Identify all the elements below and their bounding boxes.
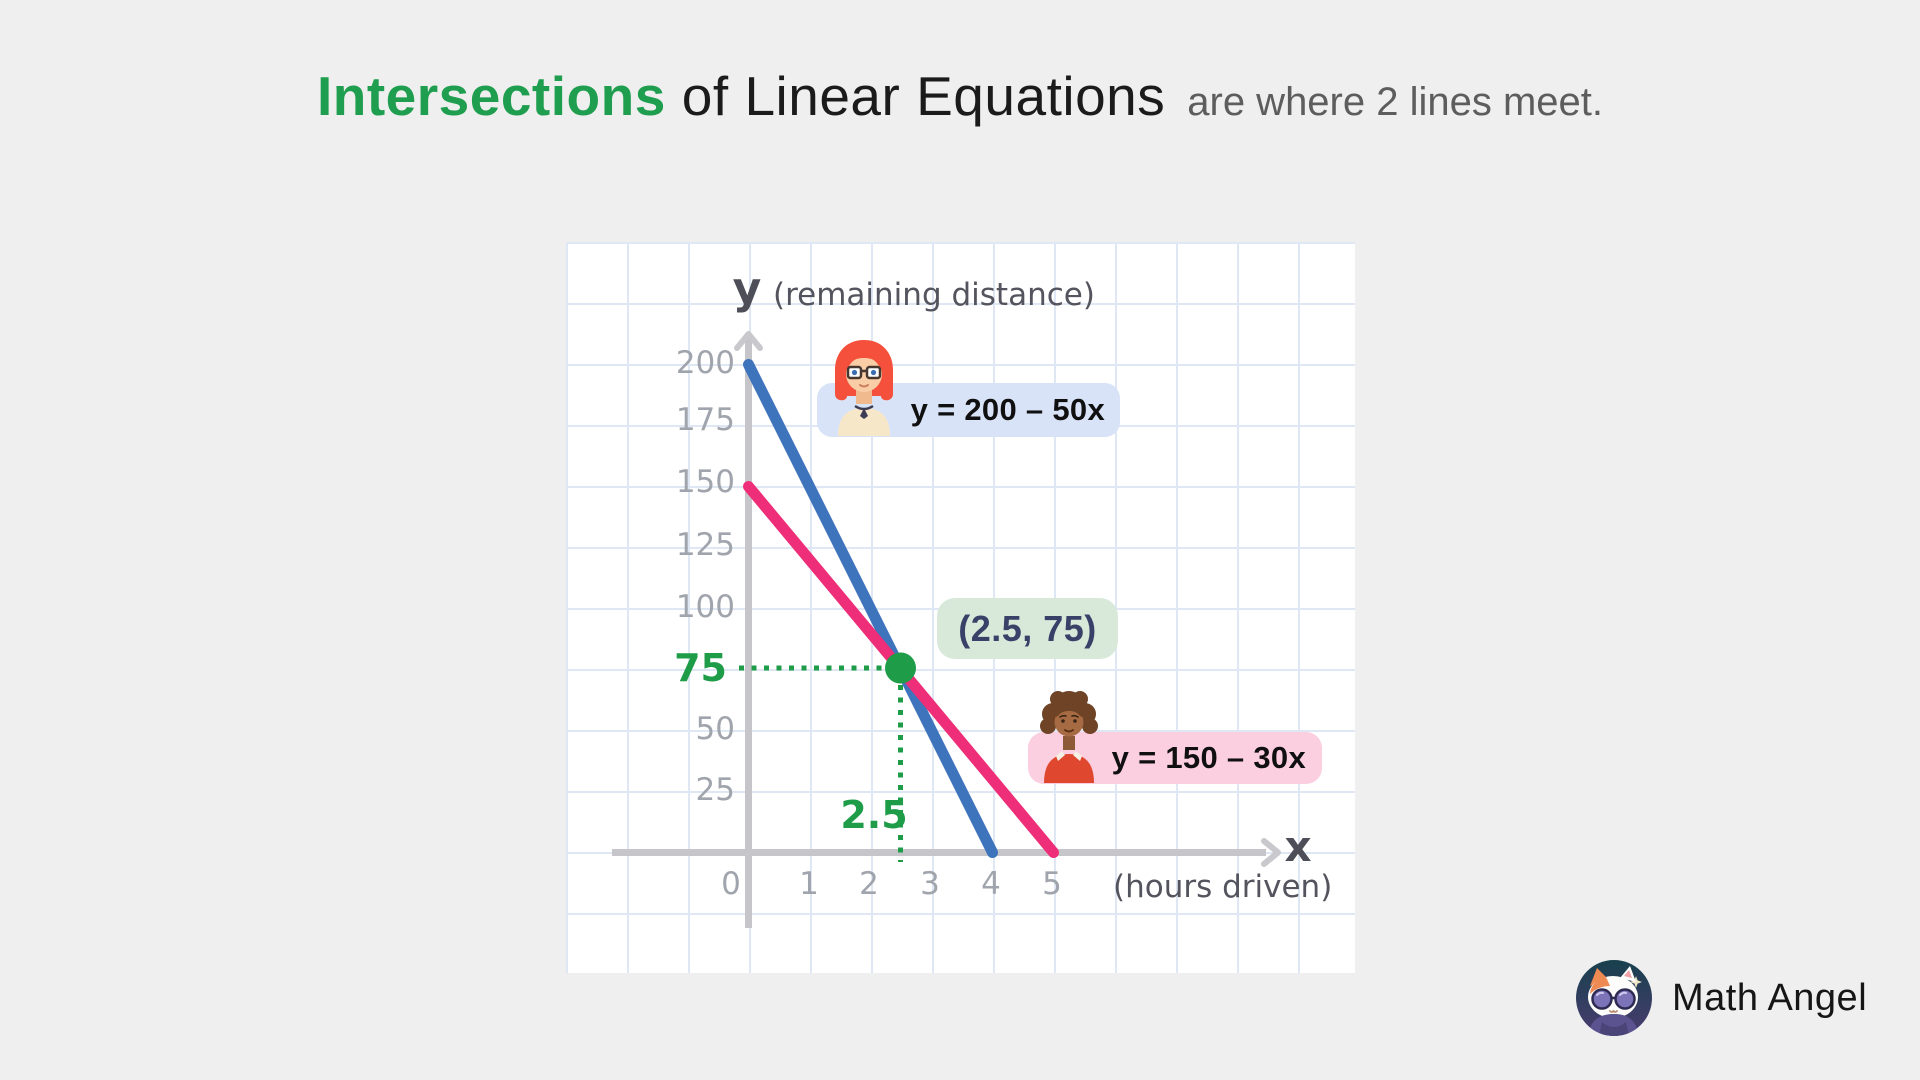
- x-tick-4: 4: [981, 866, 1001, 902]
- brand-name: Math Angel: [1672, 976, 1868, 1019]
- x-axis-symbol: x: [1284, 822, 1312, 871]
- x-tick-5: 5: [1042, 866, 1062, 902]
- intersection-y-value: 75: [674, 646, 727, 690]
- y-tick-200: 200: [675, 345, 735, 381]
- brand-logo: Math Angel: [1576, 960, 1867, 1036]
- x-axis-arrow-icon: [1261, 838, 1281, 867]
- title-subtitle: are where 2 lines meet.: [1187, 80, 1604, 124]
- boy-avatar: [1040, 691, 1098, 783]
- intersection-coordinate-label: (2.5, 75): [937, 598, 1118, 659]
- intersection-point: [885, 652, 916, 684]
- x-tick-2: 2: [859, 866, 879, 902]
- y-tick-50: 50: [695, 711, 735, 747]
- woman-avatar: [835, 340, 893, 436]
- y-tick-25: 25: [695, 772, 735, 808]
- page-title: Intersections of Linear Equations are wh…: [0, 64, 1920, 128]
- y-axis-arrow-icon: [734, 331, 763, 351]
- intersection-x-value: 2.5: [840, 793, 908, 837]
- x-tick-1: 1: [799, 866, 819, 902]
- math-angel-cat-icon: [1576, 960, 1652, 1036]
- line-series-blue: [743, 359, 998, 858]
- title-highlight: Intersections: [316, 65, 666, 127]
- x-tick-3: 3: [920, 866, 940, 902]
- title-main: of Linear Equations: [681, 65, 1166, 127]
- y-tick-150: 150: [675, 464, 735, 500]
- x-axis-label: (hours driven): [1113, 869, 1333, 905]
- y-tick-175: 175: [675, 402, 735, 438]
- y-tick-100: 100: [675, 589, 735, 625]
- plot-canvas: [612, 331, 1281, 928]
- y-axis-symbol: y: [732, 263, 762, 314]
- x-tick-0: 0: [721, 866, 741, 902]
- y-tick-125: 125: [675, 527, 735, 563]
- y-axis-label: (remaining distance): [773, 277, 1095, 313]
